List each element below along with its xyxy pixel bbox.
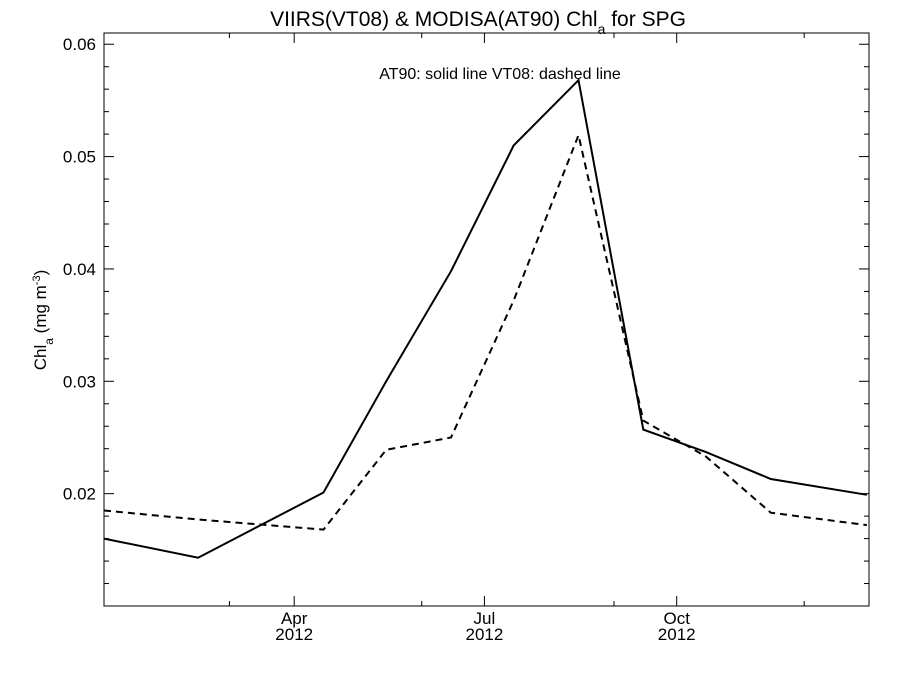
series-line-vt08 (103, 131, 868, 531)
plot-frame (103, 32, 870, 607)
y-tick-label: 0.03 (63, 372, 96, 391)
series-line-at90 (103, 78, 868, 559)
x-tick-label: Jul (474, 609, 496, 628)
chart-title: VIIRS(VT08) & MODISA(AT90) Chla for SPG (270, 8, 686, 37)
x-tick-label: Apr (281, 609, 308, 628)
y-tick-label: 0.06 (63, 35, 96, 54)
y-axis-label: Chla (mg m-3) (31, 270, 56, 371)
x-tick-year-label: 2012 (275, 625, 313, 644)
y-tick-label: 0.04 (63, 260, 96, 279)
data-series (103, 78, 868, 559)
axis-ticks (104, 33, 869, 606)
line-style-annotation: AT90: solid line VT08: dashed line (379, 66, 621, 83)
axis-tick-labels: 0.020.030.040.050.06Apr2012Jul2012Oct201… (63, 35, 696, 644)
y-tick-label: 0.05 (63, 148, 96, 167)
y-tick-label: 0.02 (63, 485, 96, 504)
x-tick-year-label: 2012 (658, 625, 696, 644)
x-tick-label: Oct (663, 609, 690, 628)
x-tick-year-label: 2012 (465, 625, 503, 644)
